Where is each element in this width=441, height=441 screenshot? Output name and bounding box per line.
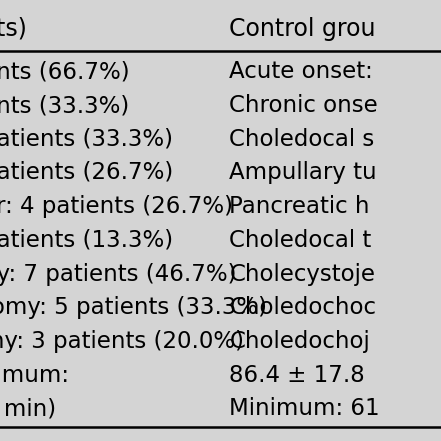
Text: ents (33.3%): ents (33.3%) [0,94,130,117]
Text: ximum:: ximum: [0,363,69,387]
Text: Cholecystoje: Cholecystoje [229,262,375,285]
Text: Choledocal s: Choledocal s [229,128,374,151]
Text: 6 min): 6 min) [0,397,56,420]
Text: Control grou: Control grou [229,17,376,41]
Text: Minimum: 61: Minimum: 61 [229,397,380,420]
Text: Chronic onse: Chronic onse [229,94,378,117]
Text: my: 3 patients (20.0%): my: 3 patients (20.0%) [0,330,244,353]
Text: ny: 7 patients (46.7%): ny: 7 patients (46.7%) [0,262,237,285]
Text: Choledochoj: Choledochoj [229,330,370,353]
Text: patients (33.3%): patients (33.3%) [0,128,173,151]
Text: Pancreatic h: Pancreatic h [229,195,370,218]
Text: nts): nts) [0,17,28,41]
Text: Choledocal t: Choledocal t [229,229,372,252]
Text: Acute onset:: Acute onset: [229,60,373,83]
Text: Ampullary tu: Ampullary tu [229,161,377,184]
Text: ents (66.7%): ents (66.7%) [0,60,130,83]
Text: Choledochoc: Choledochoc [229,296,376,319]
Text: 86.4 ± 17.8: 86.4 ± 17.8 [229,363,365,387]
Text: patients (26.7%): patients (26.7%) [0,161,174,184]
Text: or: 4 patients (26.7%): or: 4 patients (26.7%) [0,195,233,218]
Text: tomy: 5 patients (33.3%): tomy: 5 patients (33.3%) [0,296,267,319]
Text: patients (13.3%): patients (13.3%) [0,229,173,252]
